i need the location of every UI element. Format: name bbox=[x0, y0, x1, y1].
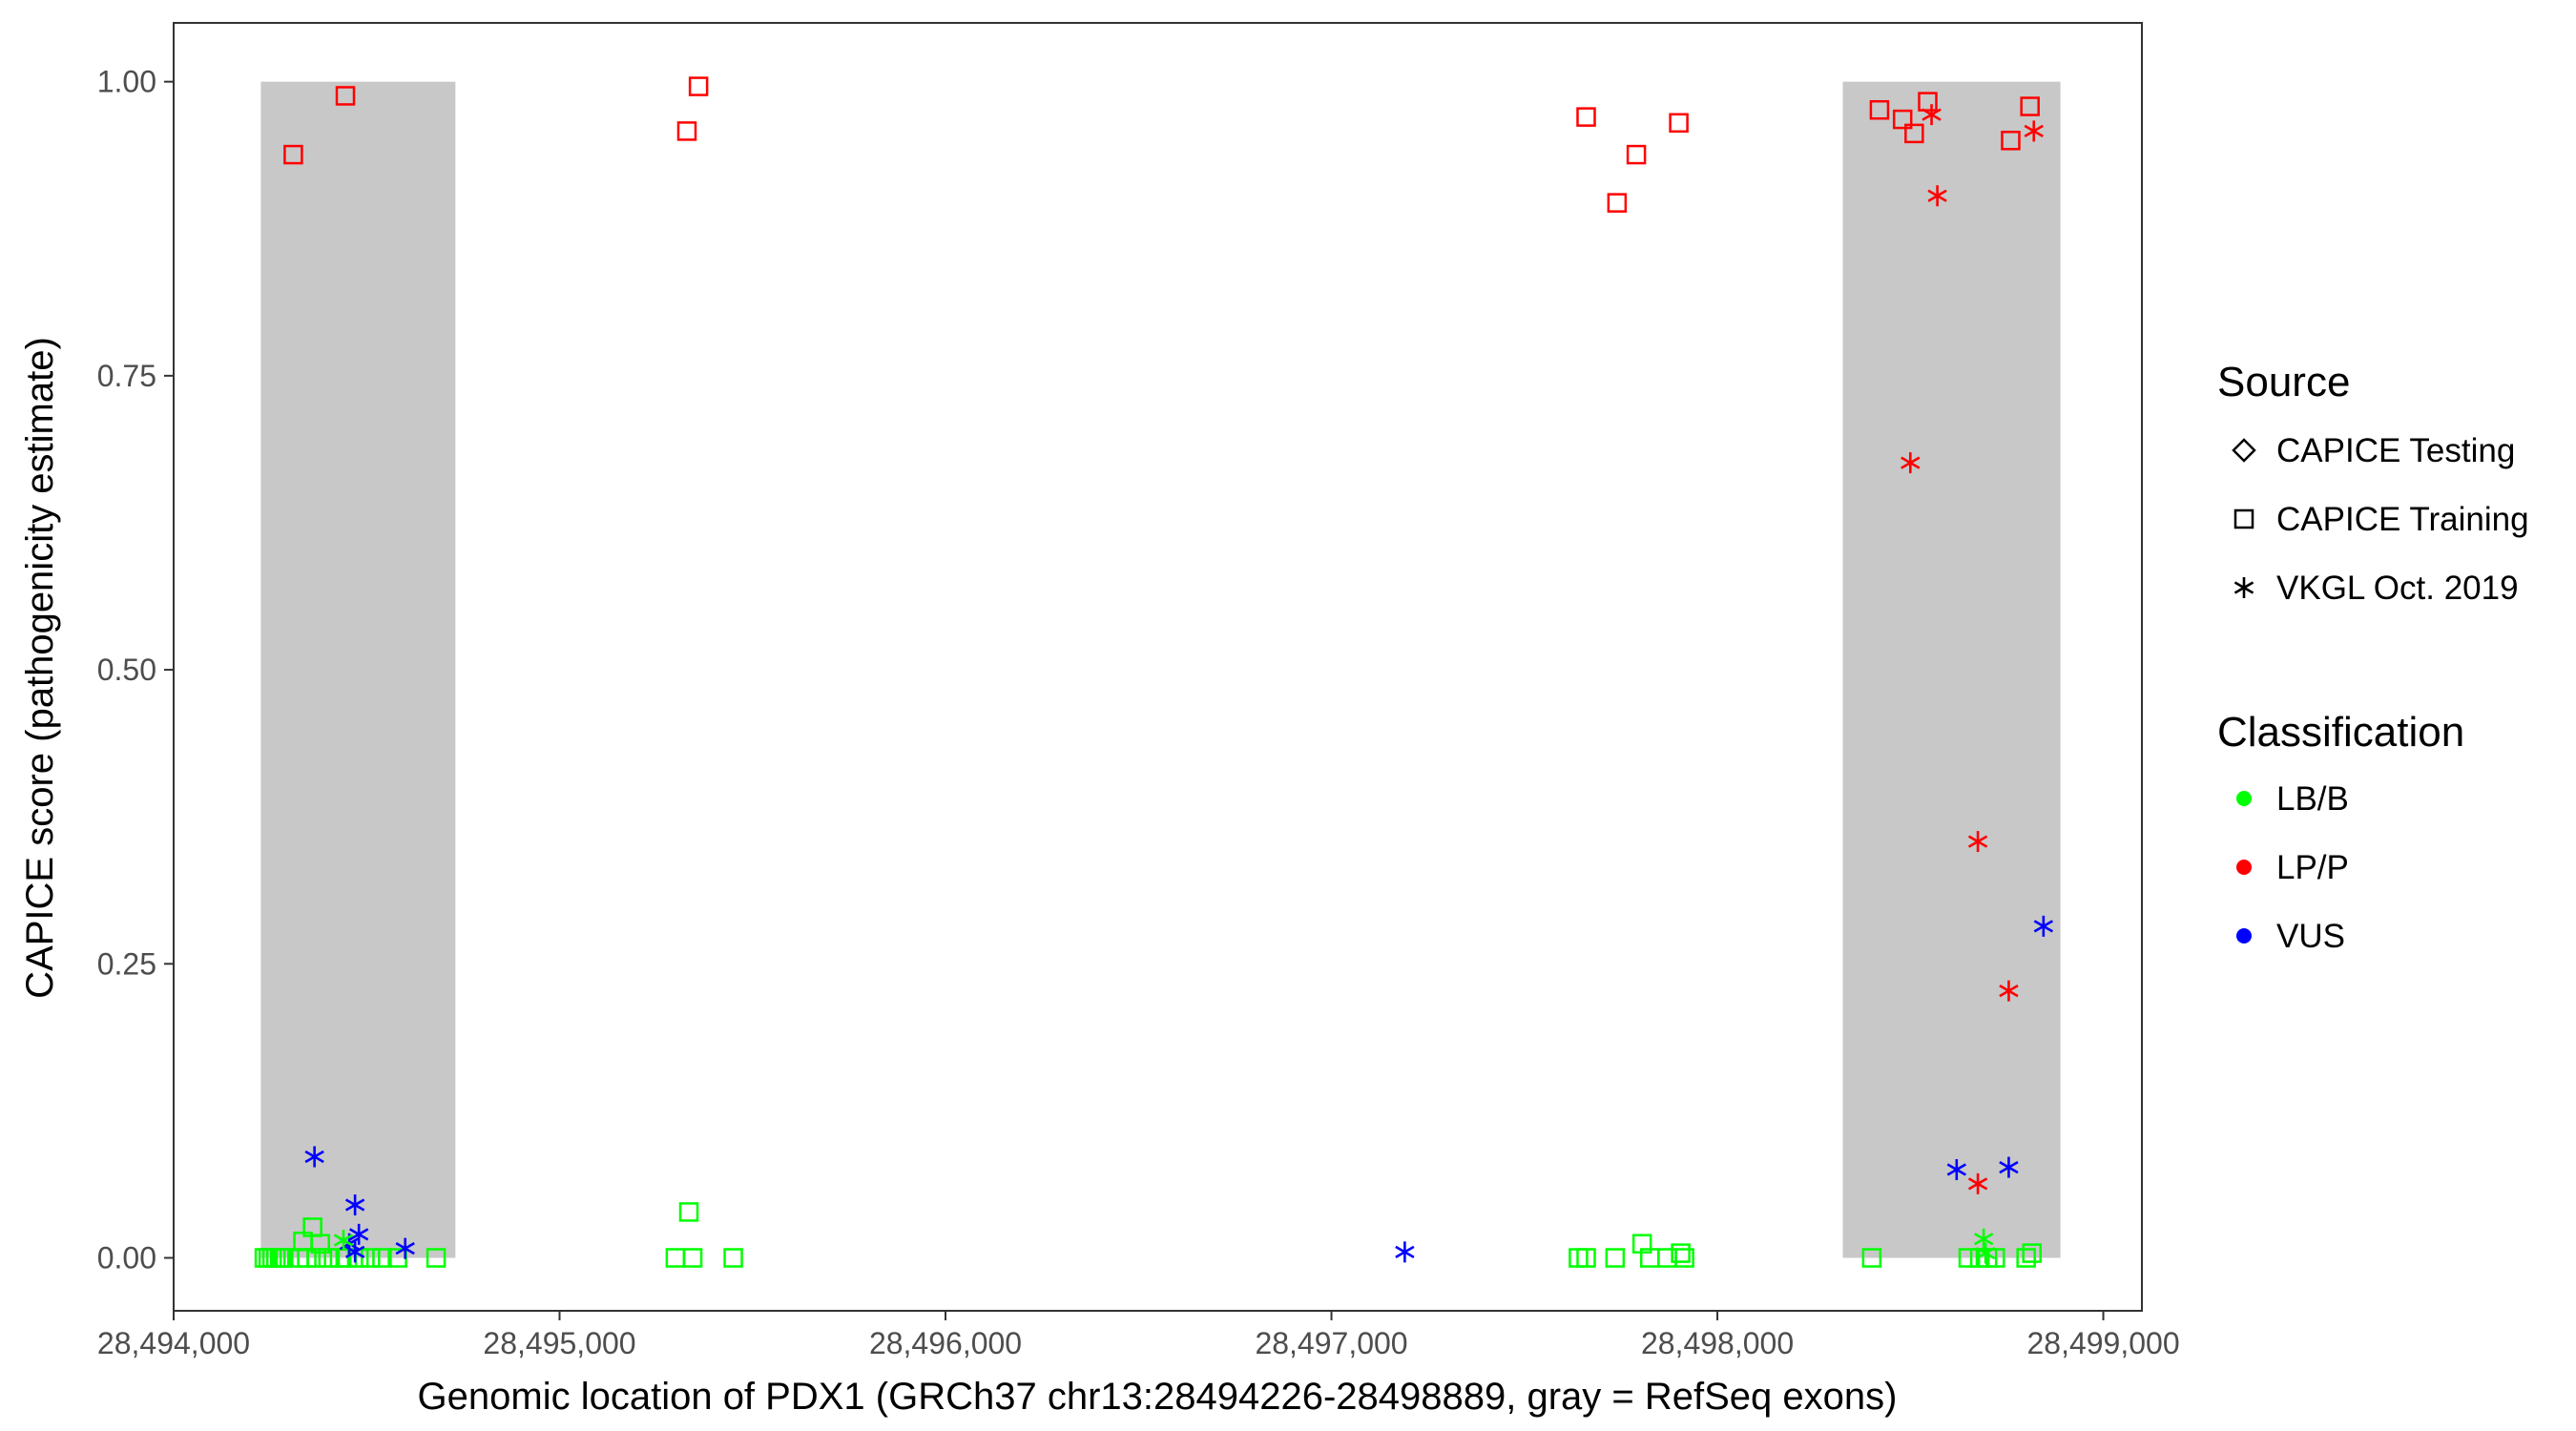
square-point-lpp bbox=[1669, 113, 1689, 134]
legend-key-color-dot bbox=[2236, 928, 2252, 944]
asterisk-point-vus bbox=[344, 1194, 365, 1216]
asterisk-point-lpp bbox=[1901, 452, 1921, 474]
asterisk-point-lpp bbox=[1927, 185, 1947, 207]
y-axis-label: CAPICE score (pathogenicity estimate) bbox=[19, 337, 61, 999]
legend-source-label: CAPICE Training bbox=[2276, 501, 2529, 538]
square-point-lbb bbox=[2016, 1248, 2036, 1268]
asterisk-point-vus bbox=[344, 1241, 365, 1263]
square-point-lbb bbox=[1674, 1248, 1694, 1268]
square-point-lpp bbox=[688, 76, 709, 96]
asterisk-point-lpp bbox=[1999, 980, 2019, 1002]
legend-classification-title: Classification bbox=[2217, 709, 2464, 756]
y-tick-label: 1.00 bbox=[97, 65, 156, 99]
asterisk-point-lbb bbox=[1973, 1228, 1994, 1250]
data-points-layer bbox=[254, 76, 2054, 1268]
legend-classification-items: LB/B LP/P VUS bbox=[2236, 780, 2349, 955]
square-point-lpp bbox=[2001, 131, 2021, 151]
square-point-lpp bbox=[1904, 123, 1924, 144]
square-point-lpp bbox=[283, 144, 303, 165]
square-point-lbb bbox=[1576, 1248, 1596, 1268]
axis-ticks-layer: 28,494,000 28,495,000 28,496,000 28,497,000… bbox=[97, 65, 2180, 1360]
legend-key-color-dot bbox=[2236, 860, 2252, 875]
square-point-lpp bbox=[1626, 144, 1647, 165]
asterisk-point-vus bbox=[1999, 1156, 2019, 1178]
asterisk-point-lpp bbox=[2024, 120, 2044, 142]
asterisk-point-lpp bbox=[1967, 831, 1988, 853]
square-point-lbb bbox=[1671, 1243, 1691, 1263]
legend-source-label: VKGL Oct. 2019 bbox=[2276, 570, 2519, 607]
asterisk-point-vus bbox=[1946, 1159, 1967, 1181]
y-tick-label: 0.25 bbox=[97, 946, 156, 981]
asterisk-point-vus bbox=[348, 1223, 369, 1245]
legend-class-label: VUS bbox=[2276, 918, 2345, 955]
x-tick-label: 28,497,000 bbox=[1255, 1326, 1407, 1360]
square-point-lbb bbox=[682, 1248, 703, 1268]
y-tick-label: 0.00 bbox=[97, 1241, 156, 1275]
asterisk-point-lpp bbox=[1922, 104, 1942, 126]
square-point-lpp bbox=[1607, 193, 1628, 213]
exon-band-1 bbox=[260, 81, 456, 1258]
square-point-lbb bbox=[426, 1248, 447, 1268]
square-point-lbb bbox=[2022, 1243, 2042, 1263]
legend-key-square bbox=[2233, 508, 2254, 529]
legend-key-color-dot bbox=[2236, 791, 2252, 806]
square-point-lpp bbox=[1918, 92, 1938, 112]
square-point-lpp bbox=[676, 121, 697, 141]
square-point-lbb bbox=[1861, 1248, 1882, 1268]
square-point-lbb bbox=[318, 1248, 339, 1268]
square-point-lbb bbox=[361, 1248, 381, 1268]
exon-band-layer bbox=[260, 81, 2061, 1258]
legend-key-asterisk bbox=[2233, 577, 2254, 598]
square-point-lbb bbox=[1605, 1248, 1626, 1268]
square-point-lpp bbox=[335, 86, 356, 106]
square-point-lbb bbox=[723, 1248, 743, 1268]
square-point-lbb bbox=[274, 1248, 294, 1268]
asterisk-point-lbb bbox=[333, 1230, 354, 1252]
legend-source-items: CAPICE Testing CAPICE Training VKGL Oct. 2… bbox=[2232, 432, 2529, 607]
y-tick-label: 0.50 bbox=[97, 653, 156, 687]
exon-band-2 bbox=[1842, 81, 2061, 1258]
legend-source-title: Source bbox=[2217, 359, 2350, 405]
legend-class-label: LP/P bbox=[2276, 849, 2349, 886]
asterisk-point-vus bbox=[395, 1237, 415, 1259]
square-point-lbb bbox=[306, 1248, 326, 1268]
square-point-lpp bbox=[1892, 109, 1913, 130]
legend-class-label: LB/B bbox=[2276, 780, 2349, 818]
asterisk-point-lpp bbox=[1967, 1172, 1988, 1194]
x-tick-label: 28,495,000 bbox=[483, 1326, 635, 1360]
x-tick-label: 28,496,000 bbox=[869, 1326, 1022, 1360]
asterisk-point-vus bbox=[1395, 1241, 1415, 1263]
square-point-lbb bbox=[678, 1202, 699, 1222]
square-point-lpp bbox=[1576, 107, 1596, 127]
x-tick-label: 28,499,000 bbox=[2026, 1326, 2179, 1360]
x-tick-label: 28,494,000 bbox=[97, 1326, 250, 1360]
plot-panel-border bbox=[173, 22, 2143, 1312]
x-tick-label: 28,498,000 bbox=[1641, 1326, 1794, 1360]
asterisk-point-vus bbox=[2033, 915, 2054, 937]
asterisk-point-vus bbox=[304, 1146, 324, 1168]
legend: Source CAPICE Testing CAPICE Training VKGL… bbox=[2217, 359, 2529, 955]
asterisk-point-lbb bbox=[1975, 1242, 1996, 1264]
y-tick-label: 0.75 bbox=[97, 359, 156, 393]
x-axis-label: Genomic location of PDX1 (GRCh37 chr13:2… bbox=[418, 1376, 1898, 1418]
square-point-lpp bbox=[2020, 96, 2040, 116]
square-point-lpp bbox=[1869, 99, 1890, 120]
square-point-lbb bbox=[372, 1248, 392, 1268]
legend-source-label: CAPICE Testing bbox=[2276, 432, 2515, 469]
legend-key-diamond bbox=[2232, 438, 2256, 463]
